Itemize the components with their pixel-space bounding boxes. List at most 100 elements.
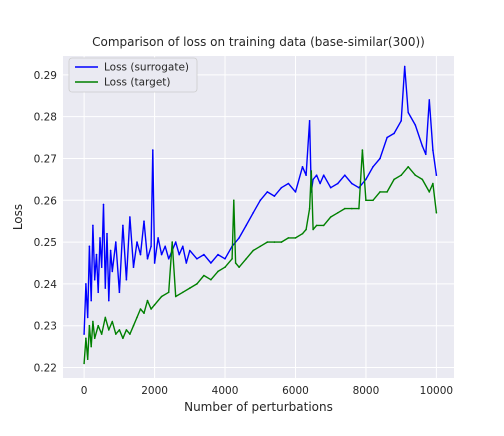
data-point-surrogate — [106, 232, 108, 235]
data-point-target — [379, 191, 381, 193]
data-point-target — [104, 316, 107, 319]
data-point-surrogate — [322, 174, 325, 176]
data-point-surrogate — [414, 124, 417, 126]
x-tick-label: 0 — [81, 385, 88, 397]
data-point-surrogate — [280, 186, 283, 189]
data-point-target — [167, 291, 170, 294]
data-point-surrogate — [344, 174, 346, 176]
data-point-target — [174, 295, 177, 298]
data-point-surrogate — [252, 212, 254, 214]
data-point-surrogate — [174, 241, 177, 243]
data-point-surrogate — [315, 174, 318, 176]
data-point-target — [115, 333, 117, 335]
data-point-surrogate — [164, 245, 166, 248]
data-point-target — [189, 287, 191, 289]
data-point-target — [252, 249, 254, 252]
data-point-surrogate — [319, 182, 321, 185]
data-point-target — [122, 337, 124, 340]
data-point-target — [234, 262, 237, 264]
data-point-target — [372, 199, 374, 202]
data-point-target — [259, 245, 262, 248]
data-point-surrogate — [432, 149, 434, 151]
data-point-target — [365, 199, 367, 202]
data-point-surrogate — [146, 258, 149, 260]
y-tick-label: 0.22 — [34, 363, 57, 375]
data-point-target — [305, 228, 307, 231]
data-point-target — [125, 329, 128, 331]
grid — [63, 56, 454, 378]
legend-label-target: Loss (target) — [104, 77, 171, 89]
data-point-surrogate — [365, 178, 367, 181]
y-axis-label: Loss — [11, 204, 25, 230]
data-point-target — [111, 320, 114, 323]
data-point-surrogate — [425, 153, 427, 156]
data-point-surrogate — [139, 253, 142, 256]
data-point-surrogate — [312, 178, 314, 181]
data-point-surrogate — [329, 186, 332, 189]
data-point-target — [153, 304, 156, 306]
data-point-surrogate — [160, 253, 163, 256]
legend-label-surrogate: Loss (surrogate) — [104, 62, 189, 74]
data-point-target — [90, 345, 92, 348]
data-point-surrogate — [203, 253, 205, 256]
x-tick-label: 4000 — [212, 385, 239, 397]
data-point-target — [203, 274, 205, 277]
y-tick-label: 0.26 — [34, 195, 58, 207]
x-tick-label: 10000 — [420, 385, 453, 397]
data-point-surrogate — [88, 245, 91, 248]
data-point-surrogate — [125, 278, 128, 281]
data-point-surrogate — [157, 237, 159, 239]
y-tick-label: 0.24 — [34, 279, 58, 291]
data-point-target — [301, 232, 304, 235]
data-point-surrogate — [351, 182, 353, 185]
data-point-target — [315, 224, 318, 227]
data-point-target — [97, 324, 99, 327]
data-point-target — [150, 308, 152, 310]
data-point-surrogate — [100, 266, 103, 269]
data-point-target — [118, 329, 121, 331]
series-line-target — [83, 149, 438, 364]
legend-box — [68, 57, 198, 93]
data-point-surrogate — [153, 262, 156, 264]
data-point-surrogate — [301, 166, 304, 168]
data-point-surrogate — [308, 120, 311, 122]
plot-area — [63, 56, 454, 378]
data-point-target — [85, 337, 87, 340]
data-point-surrogate — [150, 245, 152, 248]
data-point-target — [432, 182, 434, 185]
data-point-surrogate — [185, 262, 188, 264]
data-point-target — [322, 224, 325, 227]
data-point-surrogate — [152, 149, 154, 151]
data-point-surrogate — [224, 258, 226, 260]
data-point-surrogate — [259, 199, 262, 202]
x-tick-label: 2000 — [141, 385, 168, 397]
data-point-target — [400, 174, 403, 176]
data-point-surrogate — [210, 262, 212, 264]
data-point-target — [245, 258, 247, 260]
data-point-surrogate — [337, 182, 339, 185]
data-point-surrogate — [93, 278, 96, 281]
data-point-target — [280, 241, 283, 243]
data-point-surrogate — [178, 253, 180, 256]
data-point-target — [428, 191, 431, 193]
tick-labels: 0 2000 4000 6000 8000 10000 0.22 0.23 0.24 0.25 0.… — [34, 70, 453, 397]
data-point-surrogate — [217, 253, 219, 256]
data-point-target — [393, 178, 395, 181]
data-point-target — [266, 241, 269, 243]
data-point-surrogate — [167, 258, 170, 260]
data-point-target — [132, 324, 135, 327]
data-point-target — [139, 308, 142, 310]
data-point-target — [224, 266, 226, 269]
data-point-surrogate — [273, 195, 276, 197]
data-point-target — [312, 228, 314, 231]
data-point-target — [310, 170, 313, 172]
data-point-surrogate — [428, 99, 431, 101]
data-point-surrogate — [403, 65, 406, 68]
data-point-surrogate — [108, 299, 110, 302]
data-point-target — [238, 266, 240, 269]
data-point-target — [233, 199, 235, 202]
data-point-target — [108, 329, 110, 331]
data-point-target — [435, 212, 438, 214]
data-point-target — [100, 333, 103, 335]
